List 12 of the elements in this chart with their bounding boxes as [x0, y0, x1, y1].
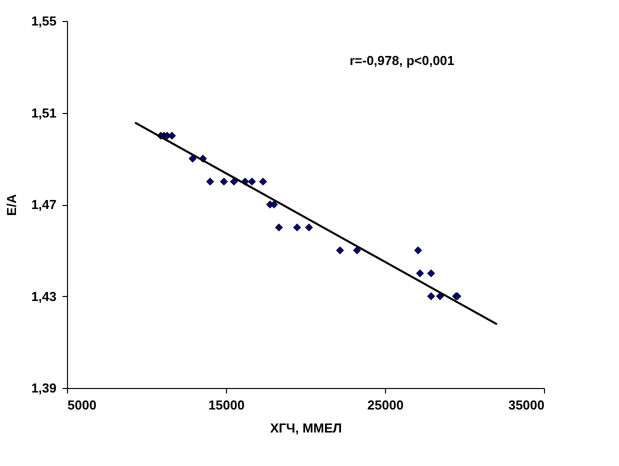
y-tick-label: 1,55 — [31, 14, 56, 28]
x-tick-label: 25000 — [367, 398, 404, 412]
y-tick-label: 1,51 — [31, 105, 56, 120]
y-axis-title: E/A — [4, 194, 20, 216]
y-tick-label: 1,43 — [31, 288, 56, 304]
x-tick-label: 5000 — [68, 398, 96, 412]
y-tick-label: 1,47 — [31, 197, 56, 212]
y-tick-label: 1,39 — [31, 380, 56, 396]
x-tick-label: 15000 — [208, 398, 245, 412]
x-axis-title: ХГЧ, ММЕЛ — [270, 420, 342, 436]
annotation: r=-0,978, p<0,001 — [350, 53, 454, 68]
x-tick-label: 35000 — [508, 398, 544, 412]
